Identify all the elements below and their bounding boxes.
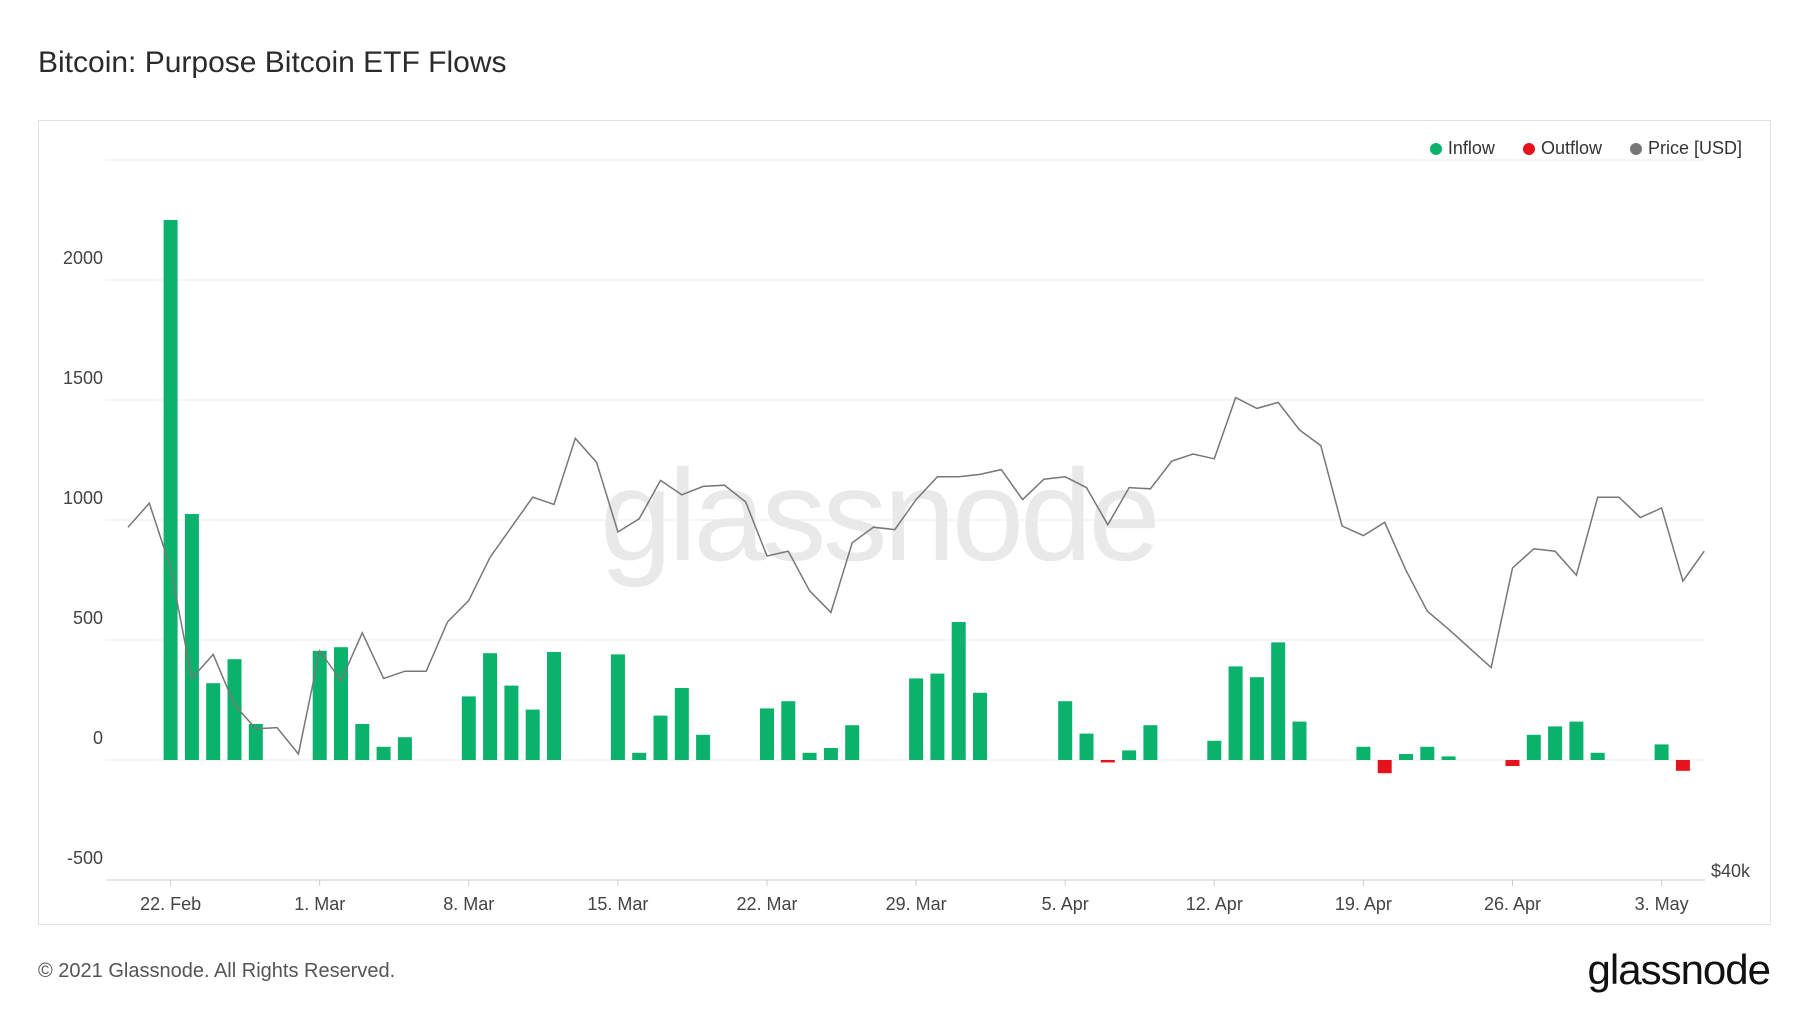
x-tick-label: 29. Mar — [886, 894, 947, 914]
inflow-bar — [973, 692, 987, 760]
inflow-bar — [1228, 666, 1243, 760]
inflow-bar — [248, 724, 263, 760]
copyright: © 2021 Glassnode. All Rights Reserved. — [38, 960, 396, 982]
inflow-bar — [823, 748, 838, 760]
inflow-bar — [312, 650, 327, 760]
outflow-bar — [1100, 760, 1115, 763]
outflow-bar — [1377, 760, 1392, 774]
inflow-bar — [355, 724, 370, 760]
inflow-bar — [547, 652, 561, 760]
inflow-bar — [1569, 721, 1584, 760]
inflow-bar — [206, 683, 221, 760]
bars — [163, 220, 1690, 774]
inflow-bar — [376, 746, 391, 760]
x-tick-label: 22. Feb — [140, 894, 201, 914]
inflow-bar — [334, 647, 348, 760]
inflow-bar — [1420, 746, 1435, 760]
inflow-bar — [930, 673, 945, 760]
inflow-bar — [909, 678, 924, 760]
inflow-bar — [504, 685, 519, 760]
legend-label-outflow: Outflow — [1540, 138, 1602, 158]
inflow-bar — [1079, 733, 1094, 760]
watermark: glassnode — [600, 442, 1161, 588]
inflow-bar — [461, 696, 476, 760]
x-tick-label: 26. Apr — [1484, 894, 1541, 914]
legend-item-price[interactable]: Price [USD] — [1629, 138, 1742, 159]
outflow-bar — [1675, 760, 1690, 771]
grid-lines — [106, 159, 1705, 881]
inflow-bar — [397, 737, 412, 760]
y-tick-label: 1500 — [63, 368, 103, 388]
price-legend-dot — [1629, 142, 1642, 155]
inflow-bar — [1548, 726, 1563, 760]
inflow-bar — [1143, 725, 1158, 760]
inflow-bar — [845, 725, 860, 760]
inflow-bar — [951, 622, 966, 760]
inflow-bar — [1590, 752, 1605, 760]
y-axis: -500 0 500 1000 1500 2000 — [63, 248, 103, 868]
right-axis-label: $40k — [1711, 861, 1751, 881]
y-tick-label: -500 — [67, 848, 103, 868]
legend: Inflow Outflow Price [USD] — [1429, 138, 1742, 159]
inflow-bar — [227, 659, 242, 760]
y-tick-label: 2000 — [63, 248, 103, 268]
x-tick-label: 15. Mar — [587, 894, 648, 914]
inflow-bar — [1654, 744, 1669, 760]
inflow-bar — [163, 220, 178, 760]
x-tick-label: 12. Apr — [1186, 894, 1243, 914]
y-tick-label: 1000 — [63, 488, 103, 508]
inflow-bar — [1399, 754, 1413, 760]
x-tick-label: 8. Mar — [443, 894, 494, 914]
inflow-bar — [781, 701, 796, 760]
inflow-bar — [696, 734, 711, 760]
outflow-bar — [1505, 760, 1520, 766]
inflow-bar — [1441, 756, 1456, 760]
inflow-bar — [184, 514, 199, 760]
x-tick-label: 3. May — [1635, 894, 1689, 914]
inflow-bar — [1058, 701, 1073, 760]
y-tick-label: 500 — [73, 608, 103, 628]
x-axis: 22. Feb 1. Mar 8. Mar 15. Mar 22. Mar 29. Mar… — [140, 880, 1689, 914]
price-line-path — [127, 396, 1705, 756]
chart-frame — [38, 120, 1771, 925]
legend-label-price: Price [USD] — [1647, 138, 1742, 158]
inflow-bar — [1207, 740, 1222, 760]
inflow-bar — [1526, 734, 1541, 760]
legend-label-inflow: Inflow — [1447, 138, 1495, 158]
price-line — [127, 396, 1705, 756]
inflow-bar — [610, 654, 625, 760]
x-tick-label: 19. Apr — [1335, 894, 1392, 914]
inflow-bar — [760, 708, 774, 760]
chart-title: Bitcoin: Purpose Bitcoin ETF Flows — [38, 46, 507, 79]
y-tick-label: 0 — [93, 728, 103, 748]
x-tick-label: 22. Mar — [736, 894, 797, 914]
legend-item-inflow[interactable]: Inflow — [1429, 138, 1495, 159]
inflow-bar — [1271, 642, 1286, 760]
glassnode-logo: glassnode — [1587, 946, 1771, 993]
inflow-bar — [653, 715, 668, 760]
legend-item-outflow[interactable]: Outflow — [1522, 138, 1602, 159]
inflow-bar — [632, 752, 647, 760]
x-tick-label: 1. Mar — [294, 894, 345, 914]
inflow-bar — [1249, 677, 1264, 760]
outflow-legend-dot — [1522, 142, 1535, 155]
inflow-legend-dot — [1429, 142, 1442, 155]
inflow-bar — [483, 653, 498, 760]
x-tick-label: 5. Apr — [1042, 894, 1089, 914]
inflow-bar — [525, 709, 540, 760]
inflow-bar — [1292, 721, 1307, 760]
inflow-bar — [1122, 750, 1137, 760]
inflow-bar — [1356, 746, 1371, 760]
inflow-bar — [674, 688, 689, 760]
inflow-bar — [802, 752, 817, 760]
